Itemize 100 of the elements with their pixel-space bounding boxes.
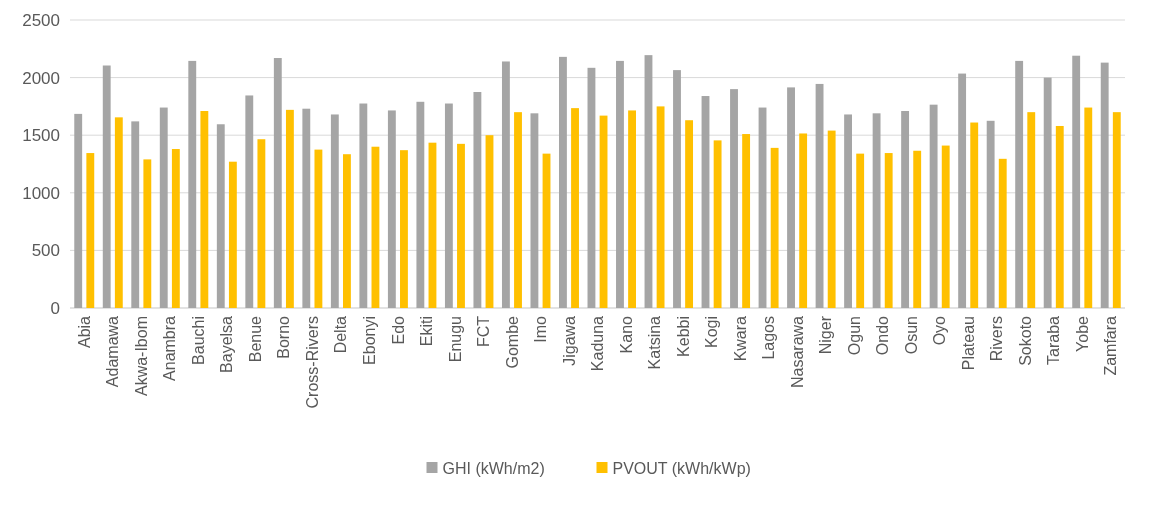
bar xyxy=(559,56,567,308)
legend-label: PVOUT (kWh/kWp) xyxy=(612,459,751,477)
x-tick-label: Zamfara xyxy=(1102,315,1120,376)
bar xyxy=(131,121,140,308)
x-tick-label: Nasarawa xyxy=(788,315,806,389)
x-tick-label: Imo xyxy=(532,315,550,343)
x-tick-label: Edo xyxy=(389,315,407,345)
x-tick-label: Ekiti xyxy=(418,316,436,347)
bar xyxy=(571,108,579,308)
bar xyxy=(216,124,225,308)
x-tick-label: Yobe xyxy=(1073,315,1091,352)
x-tick-label: Kogi xyxy=(703,316,721,349)
bar xyxy=(302,108,311,308)
bar xyxy=(856,153,865,308)
bar xyxy=(74,113,83,308)
bar xyxy=(844,114,852,308)
bar xyxy=(970,122,979,308)
bar xyxy=(1055,125,1064,308)
y-tick-label: 2000 xyxy=(22,68,60,88)
bar xyxy=(171,149,180,308)
bar xyxy=(1015,60,1024,308)
x-tick-label: Benue xyxy=(246,315,264,363)
bar xyxy=(799,133,808,308)
x-tick-label: Ogun xyxy=(845,316,863,356)
bar xyxy=(742,134,751,308)
bar xyxy=(473,92,482,308)
bar xyxy=(730,89,738,308)
bar xyxy=(827,130,836,308)
x-tick-label: Katsina xyxy=(646,315,664,370)
x-tick-label: Plateau xyxy=(959,316,977,371)
x-tick-label: Kaduna xyxy=(589,315,607,372)
x-tick-label: Anambra xyxy=(161,315,179,381)
bar xyxy=(228,161,237,308)
x-tick-label: Jigawa xyxy=(560,315,578,366)
bar xyxy=(941,145,950,308)
bar xyxy=(501,61,510,308)
bar xyxy=(1027,112,1036,308)
y-tick-label: 1500 xyxy=(22,126,60,146)
x-tick-label: Sokoto xyxy=(1016,315,1034,366)
x-tick-label: Rivers xyxy=(988,316,1006,362)
bar xyxy=(958,73,967,308)
x-tick-label: Kebbi xyxy=(674,316,692,357)
x-tick-label: Gombe xyxy=(503,315,521,369)
x-tick-label: FCT xyxy=(475,315,493,348)
bar xyxy=(1043,77,1052,308)
y-tick-label: 1000 xyxy=(22,183,60,203)
legend-label: GHI (kWh/m2) xyxy=(442,459,545,477)
bar xyxy=(1084,107,1093,308)
bar xyxy=(1112,112,1121,308)
bar xyxy=(514,112,522,308)
bar xyxy=(713,140,722,308)
x-tick-label: Delta xyxy=(332,315,350,354)
bar xyxy=(114,117,123,308)
x-tick-label: Abia xyxy=(75,315,93,349)
y-tick-label: 0 xyxy=(50,298,60,318)
bar xyxy=(159,107,168,308)
bar xyxy=(143,159,152,308)
bar xyxy=(257,139,266,308)
bar xyxy=(400,150,408,308)
bar xyxy=(872,113,881,308)
x-tick-label: Adamawa xyxy=(104,315,122,388)
bar xyxy=(245,95,254,308)
bar xyxy=(1100,62,1109,308)
x-tick-label: Bayelsa xyxy=(218,315,236,373)
x-tick-label: Cross-Rivers xyxy=(303,316,321,409)
x-tick-label: Oyo xyxy=(931,315,949,346)
bar xyxy=(416,101,425,308)
x-tick-label: Ondo xyxy=(874,315,892,356)
bar xyxy=(656,106,665,308)
bar xyxy=(86,153,95,308)
bar xyxy=(901,111,910,308)
bar xyxy=(616,60,624,308)
bar xyxy=(359,103,368,308)
y-tick-label: 2500 xyxy=(22,10,60,30)
bar xyxy=(200,111,209,308)
x-tick-label: Bauchi xyxy=(189,316,207,365)
x-tick-label: Taraba xyxy=(1045,315,1063,365)
bar xyxy=(188,60,197,308)
bar xyxy=(273,58,282,308)
bar xyxy=(457,143,465,308)
bar xyxy=(884,153,893,308)
bar xyxy=(330,114,339,308)
x-tick-label: Osun xyxy=(902,316,920,355)
bar xyxy=(913,150,922,308)
bar xyxy=(387,110,396,308)
bar xyxy=(102,65,111,308)
x-tick-label: Borno xyxy=(275,315,293,359)
bar xyxy=(314,149,323,308)
x-tick-label: Kwara xyxy=(731,315,749,362)
bar xyxy=(998,158,1007,308)
bar xyxy=(685,120,694,308)
bar xyxy=(986,120,995,308)
bar xyxy=(1072,55,1081,308)
bar xyxy=(285,109,294,308)
bar xyxy=(628,110,636,308)
x-tick-label: Niger xyxy=(817,315,835,355)
x-tick-label: Lagos xyxy=(760,316,778,360)
bar xyxy=(770,147,779,308)
x-tick-label: Ebonyi xyxy=(360,316,378,365)
bar xyxy=(444,103,453,308)
